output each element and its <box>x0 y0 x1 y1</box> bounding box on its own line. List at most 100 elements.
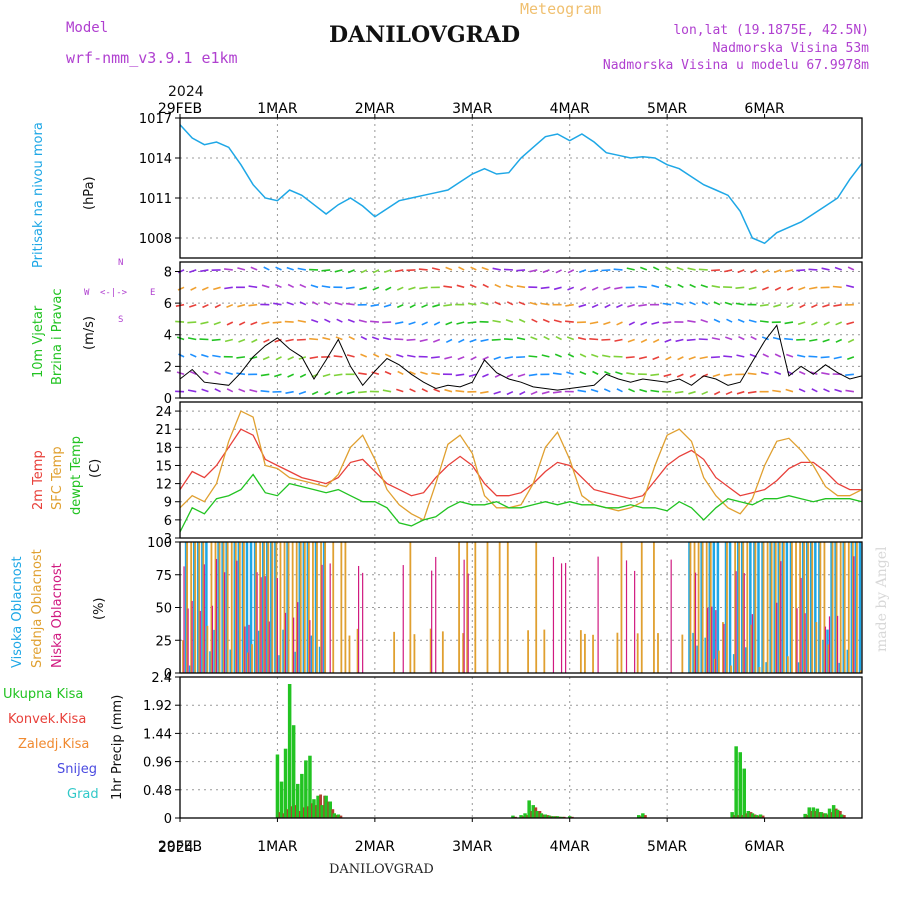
wind-barb <box>262 356 270 361</box>
panel-frame <box>179 117 863 259</box>
wind-barb <box>639 388 648 393</box>
wind-barb <box>823 321 830 326</box>
wind-barb <box>467 321 477 324</box>
wind-barb <box>406 338 416 341</box>
wind-barb <box>286 301 294 306</box>
wind-barb <box>516 285 526 289</box>
wind-barb <box>336 318 343 323</box>
wind-barb <box>505 284 514 289</box>
wind-barb <box>517 373 526 378</box>
wind-barb <box>187 389 197 393</box>
wind-barb <box>565 303 574 307</box>
wind-barb <box>555 335 562 341</box>
wind-barb <box>530 390 538 396</box>
rose-east: E <box>150 288 156 298</box>
precip-total-bar <box>336 814 341 818</box>
wind-barb <box>456 321 465 325</box>
tick-labels: 1008101110141017024683691215182124025507… <box>139 101 785 855</box>
wind-barb <box>628 321 636 326</box>
wind-barb <box>626 267 635 271</box>
y-tick-label: 100 <box>147 536 172 551</box>
wind-barb <box>651 321 660 325</box>
wind-barb <box>334 269 343 273</box>
rose-north: N <box>118 258 124 268</box>
wind-barb <box>420 371 428 376</box>
wind-barb <box>372 269 380 274</box>
wind-barb <box>213 321 221 326</box>
wind-barb <box>516 269 526 272</box>
precip-total-bar <box>539 813 544 818</box>
wind-barb <box>287 356 294 361</box>
wind-barb <box>431 356 440 359</box>
precip-total-bar <box>535 811 539 818</box>
wind-barb <box>455 373 465 377</box>
wind-barb <box>821 267 830 271</box>
y-tick-label: 18 <box>155 441 172 456</box>
wind-barb <box>700 319 708 323</box>
wind-barb <box>287 373 294 378</box>
wind-barb <box>407 354 416 358</box>
wind-barb <box>822 303 830 308</box>
wind-barb <box>796 269 806 272</box>
panel-frame <box>179 401 863 539</box>
precip-total-bar <box>750 813 755 818</box>
wind-barb <box>506 301 514 306</box>
wind-barb <box>519 390 526 396</box>
wind-barb <box>470 356 477 361</box>
wind-barb <box>324 318 331 323</box>
wind-barb <box>652 356 660 361</box>
cloud-unit: (%) <box>92 597 107 621</box>
wind-barb <box>847 338 855 344</box>
wind-barb <box>677 283 684 289</box>
lonlat-text: lon,lat (19.1875E, 42.5N) <box>673 23 869 38</box>
wind-barb <box>640 338 648 344</box>
wind-barb <box>285 338 294 342</box>
wind-barb <box>431 372 440 376</box>
wind-barb <box>589 321 599 325</box>
wind-barb <box>385 286 392 291</box>
wind-barb <box>397 370 404 375</box>
y-tick-label: 2 <box>164 360 172 375</box>
precip-total-bar <box>316 795 320 818</box>
wind-barb <box>750 335 757 341</box>
wind-barb <box>408 286 416 291</box>
wind-barb <box>663 373 672 378</box>
wind-barb <box>797 354 806 358</box>
wind-barb <box>602 354 611 358</box>
wind-barb <box>285 390 294 394</box>
precip-total-bar <box>823 813 828 818</box>
wind-barb <box>177 286 185 291</box>
wind-barb <box>321 285 331 289</box>
date-label-top: 3MAR <box>452 101 493 117</box>
wind-barb <box>236 372 246 376</box>
wind-barb <box>516 337 526 341</box>
wind-barb <box>773 303 782 308</box>
wind-barb <box>567 286 575 291</box>
wind-barb <box>249 389 258 393</box>
wind-barb <box>723 355 733 358</box>
wind-barb <box>737 269 745 274</box>
meteogram-subtitle: Meteogram <box>520 0 602 18</box>
precip-total-bar <box>827 808 832 818</box>
wind-barb <box>566 371 574 376</box>
y-tick-label: 4 <box>164 329 172 344</box>
wind-barb <box>238 321 246 326</box>
wind-barb <box>480 390 489 394</box>
wind-barb <box>346 390 355 395</box>
pressure-line <box>179 124 863 245</box>
wind-barb <box>820 356 830 359</box>
wind-barb <box>189 303 197 308</box>
wind-barb <box>322 336 331 341</box>
wind-barb <box>433 321 441 326</box>
wind-barb <box>260 373 270 377</box>
date-label-top: 6MAR <box>744 101 785 117</box>
precip-total-bar <box>547 815 552 818</box>
wind-barb <box>372 286 380 291</box>
wind-barb <box>251 338 258 344</box>
precip-total-bar <box>815 808 820 818</box>
wind-barb <box>345 302 355 306</box>
precip-legend-grad: Grad <box>67 787 99 802</box>
wind-barb <box>260 390 270 393</box>
wind-barb <box>458 266 465 271</box>
wind-barb <box>224 286 233 290</box>
